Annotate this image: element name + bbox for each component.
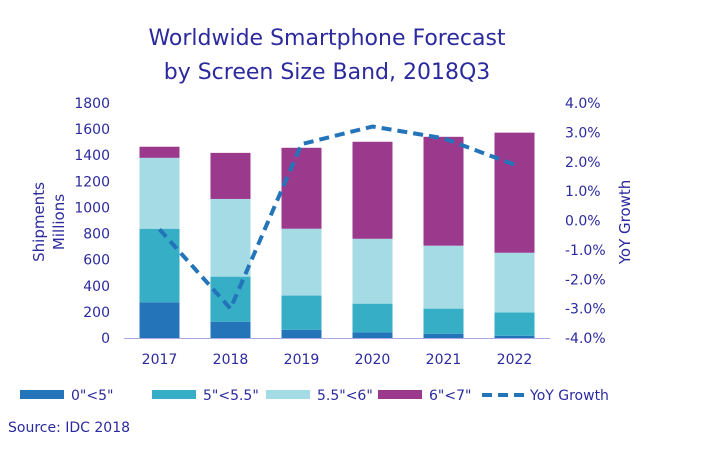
yoy-growth-line (158, 124, 516, 313)
legend-label: 5"<5.5" (203, 388, 259, 404)
y-tick-label: 1400 (74, 148, 110, 164)
bar-2017-series-1 (139, 228, 180, 303)
y2-tick-label: 2.0% (565, 155, 601, 171)
bar-2022-series-3 (494, 132, 535, 253)
bar-2021-series-1 (423, 308, 464, 334)
y2-axis-label: YoY Growth (616, 180, 634, 266)
bar-2019-series-2 (281, 228, 322, 296)
y-tick-label: 1200 (74, 174, 110, 190)
bar-2022-series-1 (494, 312, 535, 336)
bar-2021-series-2 (423, 245, 464, 309)
y-axis-label-line1: Shipments (30, 182, 48, 262)
x-tick-label: 2021 (426, 352, 462, 368)
bar-2018-series-1 (210, 276, 251, 322)
y-tick-label: 0 (101, 331, 110, 347)
x-tick-label: 2018 (213, 352, 249, 368)
bar-2019-series-1 (281, 295, 322, 330)
y-tick-label: 200 (83, 305, 110, 321)
y-tick-label: 400 (83, 279, 110, 295)
bar-2022-series-0 (494, 335, 535, 338)
legend-label: 6"<7" (429, 388, 471, 404)
bar-2020-series-3 (352, 141, 393, 239)
y2-tick-label: -4.0% (565, 331, 606, 347)
bar-2017-series-3 (139, 146, 180, 158)
bar-2017-series-0 (139, 302, 180, 338)
legend-swatch (152, 390, 196, 399)
chart-title: Worldwide Smartphone Forecast (148, 26, 505, 51)
bar-2019-series-0 (281, 329, 322, 338)
legend-label: 0"<5" (71, 388, 113, 404)
legend-swatch (378, 390, 422, 399)
bar-2018-series-3 (210, 152, 251, 199)
bar-2018-series-2 (210, 198, 251, 277)
y-tick-label: 1000 (74, 200, 110, 216)
y-tick-label: 800 (83, 227, 110, 243)
bar-2019-series-3 (281, 147, 322, 229)
bar-2017-series-2 (139, 157, 180, 229)
bar-2021-series-3 (423, 136, 464, 246)
y-axis-label-line2: Millions (50, 194, 68, 250)
chart-subtitle: by Screen Size Band, 2018Q3 (164, 60, 491, 85)
y-tick-label: 1600 (74, 122, 110, 138)
y2-tick-label: 4.0% (565, 96, 601, 112)
bar-2018-series-0 (210, 321, 251, 338)
bar-2021-series-0 (423, 333, 464, 338)
y-tick-label: 1800 (74, 96, 110, 112)
source-note: Source: IDC 2018 (8, 420, 130, 436)
y2-tick-label: -2.0% (565, 272, 606, 288)
y2-tick-label: 3.0% (565, 125, 601, 141)
legend-swatch (266, 390, 310, 399)
y-tick-label: 600 (83, 253, 110, 269)
legend-label: YoY Growth (529, 388, 609, 404)
y2-tick-label: 0.0% (565, 214, 601, 230)
y2-tick-label: -1.0% (565, 243, 606, 259)
bar-2020-series-1 (352, 303, 393, 333)
bar-2020-series-0 (352, 332, 393, 338)
x-tick-label: 2019 (284, 352, 320, 368)
y2-tick-label: -3.0% (565, 302, 606, 318)
legend-label: 5.5"<6" (317, 388, 373, 404)
x-tick-label: 2022 (497, 352, 533, 368)
x-tick-label: 2017 (142, 352, 178, 368)
bar-2020-series-2 (352, 238, 393, 304)
legend-swatch (20, 390, 64, 399)
y2-tick-label: 1.0% (565, 184, 601, 200)
x-tick-label: 2020 (355, 352, 391, 368)
bar-2022-series-2 (494, 252, 535, 313)
